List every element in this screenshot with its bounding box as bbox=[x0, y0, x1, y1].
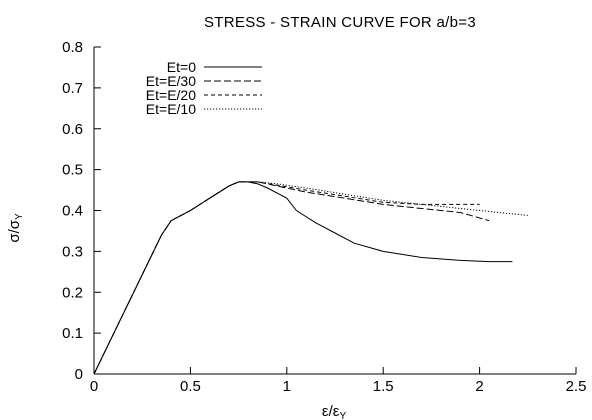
legend-label: Et=0 bbox=[167, 59, 196, 75]
y-tick-label: 0.5 bbox=[62, 162, 83, 179]
chart-title: STRESS - STRAIN CURVE FOR a/b=3 bbox=[204, 14, 476, 31]
y-tick-label: 0.1 bbox=[62, 325, 83, 342]
series-line-1 bbox=[93, 181, 513, 375]
y-axis-label-main: σ/σ bbox=[6, 219, 23, 242]
y-axis-label: σ/σY bbox=[6, 213, 25, 243]
series-line-3 bbox=[93, 181, 480, 375]
x-ticks: 0 0.5 1 1.5 2 2.5 bbox=[90, 367, 587, 395]
y-ticks: 0 0.1 0.2 0.3 0.4 0.5 0.6 0.7 0.8 bbox=[62, 39, 101, 383]
series-line-4 bbox=[93, 181, 528, 375]
y-tick-label: 0.8 bbox=[62, 39, 83, 56]
series-group bbox=[93, 181, 528, 375]
x-tick-label: 0.5 bbox=[180, 378, 201, 395]
x-tick-label: 1.5 bbox=[373, 378, 394, 395]
y-tick-label: 0.6 bbox=[62, 121, 83, 138]
legend-label: Et=E/20 bbox=[146, 87, 196, 103]
x-tick-label: 2 bbox=[475, 378, 483, 395]
x-tick-label: 2.5 bbox=[566, 378, 587, 395]
x-tick-label: 1 bbox=[283, 378, 291, 395]
x-axis-label-main: ε/ε bbox=[322, 403, 340, 420]
x-tick-label: 0 bbox=[90, 378, 98, 395]
series-line-2 bbox=[93, 181, 490, 375]
y-tick-label: 0.3 bbox=[62, 243, 83, 260]
y-tick-label: 0 bbox=[75, 366, 83, 383]
y-axis-label-subscript: Y bbox=[14, 213, 25, 220]
x-axis-label: ε/εY bbox=[322, 403, 347, 420]
y-tick-label: 0.4 bbox=[62, 203, 83, 220]
x-axis-label-subscript: Y bbox=[339, 411, 346, 420]
legend-label: Et=E/30 bbox=[146, 73, 196, 89]
y-tick-label: 0.2 bbox=[62, 284, 83, 301]
legend-label: Et=E/10 bbox=[146, 101, 196, 117]
y-tick-label: 0.7 bbox=[62, 80, 83, 97]
